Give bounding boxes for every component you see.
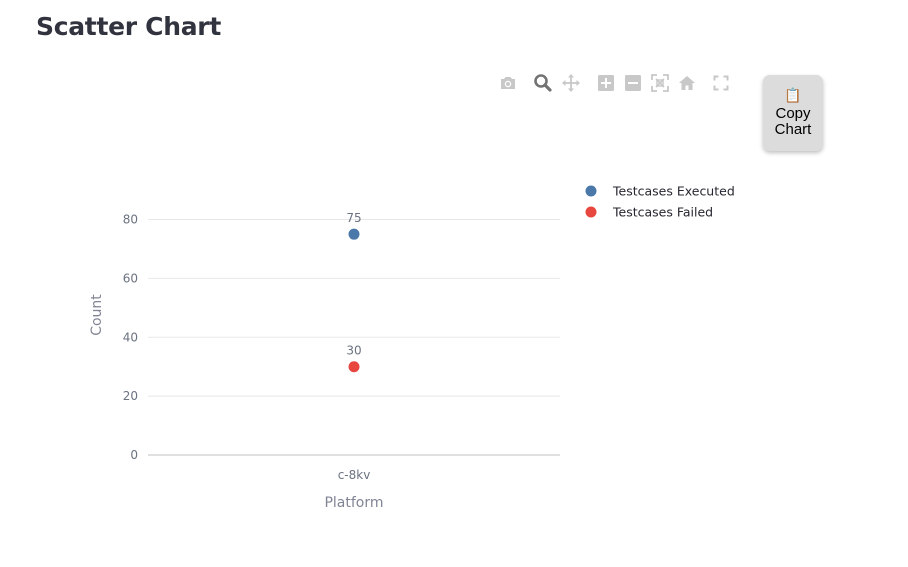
legend: Testcases Executed Testcases Failed: [585, 184, 735, 220]
data-point: [348, 228, 360, 240]
data-label: 75: [346, 211, 361, 225]
y-tick-label: 80: [123, 212, 138, 226]
legend-marker: [585, 206, 597, 218]
page-title: Scatter Chart: [36, 12, 221, 41]
camera-icon[interactable]: [497, 72, 519, 94]
y-axis-title: Count: [89, 294, 105, 336]
zoom-in-icon[interactable]: [595, 72, 617, 94]
legend-label: Testcases Executed: [612, 184, 735, 199]
y-tick-label: 20: [123, 389, 138, 403]
y-tick-label: 40: [123, 330, 138, 344]
data-label: 30: [346, 344, 361, 358]
clipboard-icon: 📋: [784, 87, 802, 103]
home-icon[interactable]: [676, 72, 698, 94]
zoom-icon[interactable]: [532, 72, 554, 94]
pan-icon[interactable]: [560, 72, 582, 94]
data-points: [348, 228, 360, 373]
y-axis-ticks: 0 20 40 60 80: [123, 212, 138, 462]
y-tick-label: 0: [130, 448, 138, 462]
copy-chart-button[interactable]: 📋 Copy Chart: [763, 75, 823, 151]
x-axis-title: Platform: [324, 495, 383, 511]
copy-chart-label: Copy Chart: [774, 105, 812, 138]
y-tick-label: 60: [123, 271, 138, 285]
data-point: [348, 361, 360, 373]
zoom-out-icon[interactable]: [622, 72, 644, 94]
gridlines: [148, 218, 560, 457]
x-tick-label: c-8kv: [338, 468, 371, 482]
legend-marker: [585, 185, 597, 197]
data-labels: 75 30: [346, 211, 361, 358]
fullscreen-icon[interactable]: [710, 72, 732, 94]
x-axis-ticks: c-8kv: [338, 468, 371, 482]
autoscale-icon[interactable]: [649, 72, 671, 94]
legend-label: Testcases Failed: [612, 205, 713, 220]
